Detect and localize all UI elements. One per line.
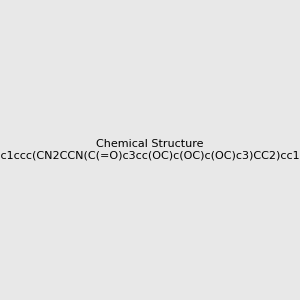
Text: Chemical Structure
COc1ccc(CN2CCN(C(=O)c3cc(OC)c(OC)c(OC)c3)CC2)cc1OC: Chemical Structure COc1ccc(CN2CCN(C(=O)c… — [0, 139, 300, 161]
